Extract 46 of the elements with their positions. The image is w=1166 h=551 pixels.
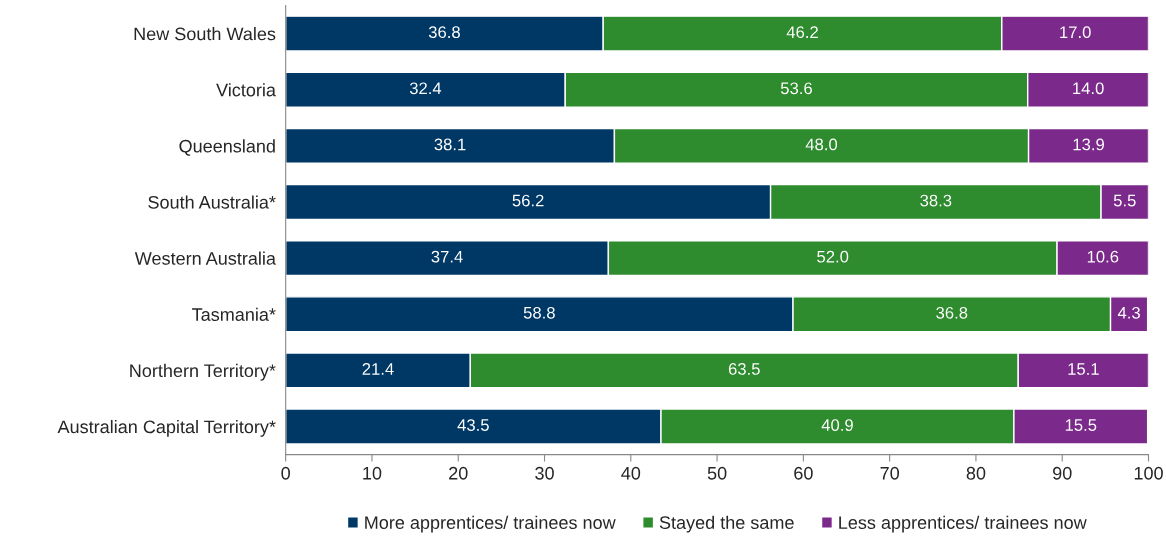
- data-label: 36.8: [936, 306, 968, 319]
- data-label: 46.2: [786, 26, 818, 39]
- x-tick-label: 50: [707, 466, 727, 480]
- x-tick-label: 10: [363, 466, 382, 480]
- legend-label: Stayed the same: [659, 515, 794, 533]
- data-label: 21.4: [362, 363, 394, 375]
- data-label: 40.9: [821, 419, 853, 431]
- x-tick-label: 80: [966, 466, 986, 480]
- x-tick-label: 100: [1134, 466, 1163, 480]
- x-tick-label: 90: [1053, 466, 1072, 480]
- data-label: 10.6: [1087, 250, 1119, 263]
- data-label: 32.4: [409, 82, 442, 95]
- data-label: 63.5: [728, 363, 760, 375]
- data-label: 15.1: [1068, 363, 1099, 375]
- y-tick-label: Tasmania*: [192, 307, 276, 321]
- x-tick-label: 40: [621, 466, 641, 480]
- x-tick-label: 30: [535, 466, 554, 480]
- data-label: 38.3: [920, 194, 952, 207]
- data-label: 4.3: [1117, 306, 1140, 319]
- data-label: 5.5: [1113, 194, 1136, 207]
- data-label: 14.0: [1073, 82, 1104, 95]
- data-label: 36.8: [428, 26, 460, 39]
- legend-label: More apprentices/ trainees now: [365, 515, 616, 533]
- y-tick-label: Western Australia: [134, 251, 276, 265]
- data-label: 58.8: [523, 306, 555, 319]
- legend-label: Less apprentices/ trainees now: [839, 515, 1087, 533]
- data-label: 37.4: [431, 250, 463, 263]
- x-tick-label: 70: [880, 466, 899, 480]
- y-tick-label: Victoria: [216, 83, 276, 97]
- x-tick-label: 60: [794, 466, 813, 480]
- data-label: 43.5: [457, 419, 489, 431]
- y-tick-label: South Australia*: [148, 195, 276, 209]
- x-tick-label: 20: [449, 466, 468, 480]
- x-tick-label: 0: [281, 466, 290, 480]
- y-tick-label: Northern Territory*: [130, 363, 276, 381]
- data-label: 56.2: [512, 194, 544, 207]
- data-label: 15.5: [1065, 419, 1097, 431]
- y-tick-label: New South Wales: [134, 27, 276, 41]
- data-label: 17.0: [1060, 26, 1091, 39]
- data-label: 53.6: [780, 82, 812, 95]
- data-label: 52.0: [817, 250, 849, 263]
- data-label: 48.0: [805, 138, 838, 151]
- y-tick-label: Queensland: [179, 139, 275, 156]
- data-label: 13.9: [1073, 138, 1104, 151]
- y-tick-label: Australian Capital Territory*: [57, 419, 276, 437]
- data-label: 38.1: [434, 138, 466, 151]
